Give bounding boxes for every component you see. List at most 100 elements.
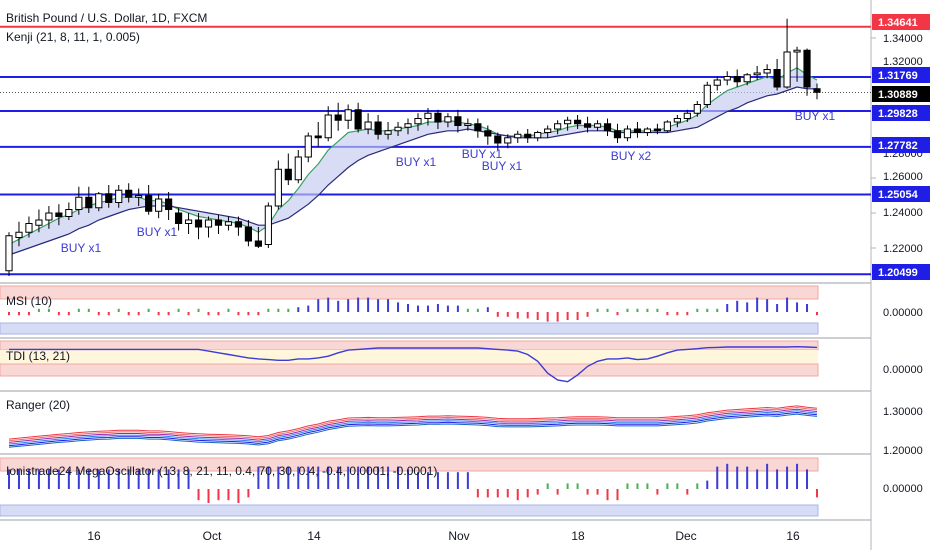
candle-body	[554, 123, 562, 130]
kenji-slow-line	[8, 86, 817, 256]
candle-body	[723, 76, 731, 81]
mega-bar	[77, 469, 80, 489]
mega-bar	[536, 489, 539, 495]
mega-bar	[766, 463, 769, 489]
mega-bar	[357, 466, 360, 489]
msi-bar	[67, 312, 70, 316]
candle-body	[564, 119, 572, 125]
buy-signal-label: BUY x2	[611, 149, 652, 163]
mega-bar	[636, 483, 639, 489]
msi-bar	[586, 312, 589, 317]
msi-bar	[536, 312, 539, 320]
x-tick-label: Nov	[448, 529, 469, 543]
candle-body	[444, 116, 452, 123]
msi-bar	[357, 297, 360, 312]
msi-bar	[776, 304, 779, 312]
mega-bar	[87, 469, 90, 489]
msi-bar	[217, 312, 220, 316]
candle-body	[414, 118, 422, 125]
ranger-line	[8, 405, 818, 440]
msi-bar	[297, 307, 300, 312]
price-tick-label: 1.26000	[883, 171, 923, 183]
candle-body	[434, 112, 442, 123]
msi-bar	[796, 302, 799, 312]
msi-bar	[47, 308, 50, 312]
candle-body	[404, 123, 412, 128]
candle-body	[623, 128, 632, 139]
candle-body	[743, 74, 751, 83]
candle-body	[384, 130, 392, 135]
candle-body	[45, 212, 53, 221]
msi-bar	[546, 312, 549, 322]
mega-bar	[706, 480, 709, 489]
candle-body	[75, 196, 83, 210]
candle-body	[663, 121, 671, 132]
msi-bar	[257, 312, 260, 316]
msi-bar	[566, 312, 569, 320]
buy-signal-label: BUY x1	[482, 159, 523, 173]
candle-body	[105, 193, 113, 203]
msi-bar	[556, 312, 559, 322]
mega-bar	[796, 463, 799, 489]
mega-zero-tick: 0.00000	[883, 483, 923, 495]
candle-body	[174, 212, 183, 224]
ranger-line	[8, 406, 818, 442]
candle-body	[55, 212, 63, 217]
candle-body	[115, 189, 123, 203]
msi-bar	[686, 312, 689, 316]
candle-body	[514, 133, 522, 139]
candle-body	[544, 128, 552, 133]
mega-bar	[267, 466, 270, 489]
candle-body	[633, 128, 642, 133]
price-tick-label: 1.22000	[883, 243, 923, 255]
msi-bar	[786, 297, 789, 312]
mega-bar	[197, 489, 200, 501]
candle-body	[783, 51, 791, 88]
mega-bar	[806, 469, 809, 489]
mega-bar	[347, 466, 350, 489]
msi-bar	[656, 308, 659, 312]
candle-body	[85, 196, 93, 209]
mega-bar	[496, 489, 499, 498]
msi-bar	[8, 312, 10, 316]
candle-body	[653, 128, 661, 132]
mega-bar	[486, 489, 489, 498]
candle-body	[334, 114, 342, 121]
msi-bar	[37, 308, 40, 312]
level-tag-label: 1.25054	[878, 189, 919, 201]
level-tag-label: 1.20499	[878, 267, 918, 279]
msi-bar	[107, 312, 110, 316]
candle-body	[583, 123, 592, 128]
candle-body	[693, 104, 701, 114]
msi-bar	[446, 305, 449, 312]
mega-bar	[177, 469, 180, 489]
msi-bar	[287, 308, 290, 312]
mega-bar	[227, 489, 230, 501]
mega-bar	[147, 469, 150, 489]
last-price-tag-box	[872, 86, 930, 102]
mega-legend: Ionistrade24 MegaOscillator (13, 8, 21, …	[6, 464, 437, 478]
msi-bar	[606, 308, 609, 312]
mega-bar	[416, 472, 419, 489]
mega-bar	[426, 472, 429, 489]
msi-bar	[456, 305, 459, 312]
candle-body	[354, 109, 362, 130]
candle-body	[593, 123, 602, 128]
candle-body	[165, 198, 173, 210]
msi-bar	[127, 312, 130, 316]
buy-signal-label: BUY x1	[462, 147, 503, 161]
mega-bar	[556, 489, 559, 495]
mega-bar	[277, 466, 280, 489]
x-tick-label: 18	[571, 529, 585, 543]
msi-bar	[506, 312, 509, 317]
mega-bar	[57, 469, 60, 489]
msi-bar	[277, 308, 280, 312]
mega-bar	[656, 489, 659, 495]
candle-body	[534, 132, 542, 139]
candle-body	[683, 112, 691, 119]
msi-bar	[87, 308, 90, 312]
msi-bar	[267, 308, 270, 312]
msi-bar	[407, 304, 410, 312]
msi-bar	[636, 308, 639, 312]
